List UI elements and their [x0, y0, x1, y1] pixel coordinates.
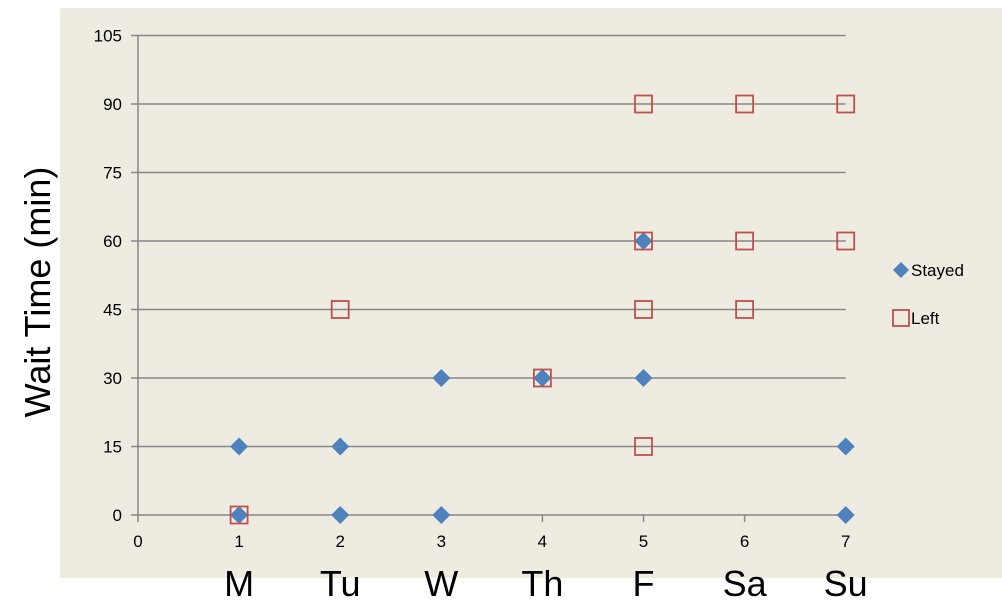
- left-point: [836, 94, 856, 114]
- x-tick-label: 1: [234, 532, 243, 551]
- day-label: Tu: [320, 563, 361, 604]
- stayed-point: [432, 506, 451, 524]
- left-point: [533, 368, 552, 388]
- day-label: W: [424, 563, 458, 604]
- legend-item-stayed: Stayed: [893, 261, 964, 280]
- data-points: [229, 94, 856, 525]
- x-tick-label: 4: [538, 532, 547, 551]
- stayed-point: [533, 368, 552, 387]
- x-tick-label: 5: [639, 532, 648, 551]
- legend-item-left: Left: [892, 309, 940, 328]
- day-label: Th: [521, 563, 563, 604]
- y-tick-label: 30: [103, 369, 122, 388]
- y-axis-title: Wait Time (min): [17, 167, 58, 418]
- y-tick-label: 75: [103, 163, 122, 182]
- x-tick-label: 6: [740, 532, 749, 551]
- left-point: [229, 505, 249, 525]
- y-tick-label: 90: [103, 95, 122, 114]
- stayed-point: [836, 506, 855, 524]
- x-tick-label: 3: [437, 532, 446, 551]
- stayed-point: [331, 506, 350, 524]
- y-tick-label: 45: [103, 300, 122, 319]
- legend-left-label: Left: [911, 309, 940, 328]
- stayed-point: [634, 368, 653, 387]
- left-point: [735, 94, 754, 114]
- day-labels: M Tu W Th F Sa Su: [224, 563, 868, 604]
- legend-stayed-marker: [893, 262, 909, 278]
- stayed-point: [432, 368, 451, 387]
- x-tick-label: 2: [335, 532, 344, 551]
- stayed-point: [634, 231, 653, 250]
- day-label: Sa: [723, 563, 768, 604]
- left-point: [735, 300, 754, 319]
- left-point: [634, 231, 653, 251]
- left-point: [634, 437, 653, 456]
- left-point: [836, 231, 856, 251]
- left-point: [735, 231, 754, 251]
- x-tick-label: 0: [133, 532, 142, 551]
- legend-stayed-label: Stayed: [911, 261, 964, 280]
- day-label: M: [224, 563, 254, 604]
- stayed-point: [836, 437, 855, 456]
- legend-left-marker: [892, 309, 910, 327]
- gridlines: [138, 34, 846, 448]
- y-tick-label: 105: [94, 26, 122, 45]
- day-label: Su: [824, 563, 868, 604]
- x-tick-label: 7: [841, 532, 850, 551]
- y-tick-label: 60: [103, 232, 122, 251]
- plot-area-background: [60, 8, 1002, 578]
- y-tick-label: 15: [103, 437, 122, 456]
- stayed-point: [331, 437, 350, 456]
- stayed-point: [230, 437, 249, 456]
- stayed-point: [230, 506, 249, 524]
- left-point: [634, 300, 653, 319]
- legend: Stayed Left: [892, 261, 964, 328]
- day-label: F: [633, 563, 655, 604]
- left-point: [330, 300, 350, 319]
- y-tick-label: 0: [113, 506, 122, 525]
- left-point: [634, 94, 653, 114]
